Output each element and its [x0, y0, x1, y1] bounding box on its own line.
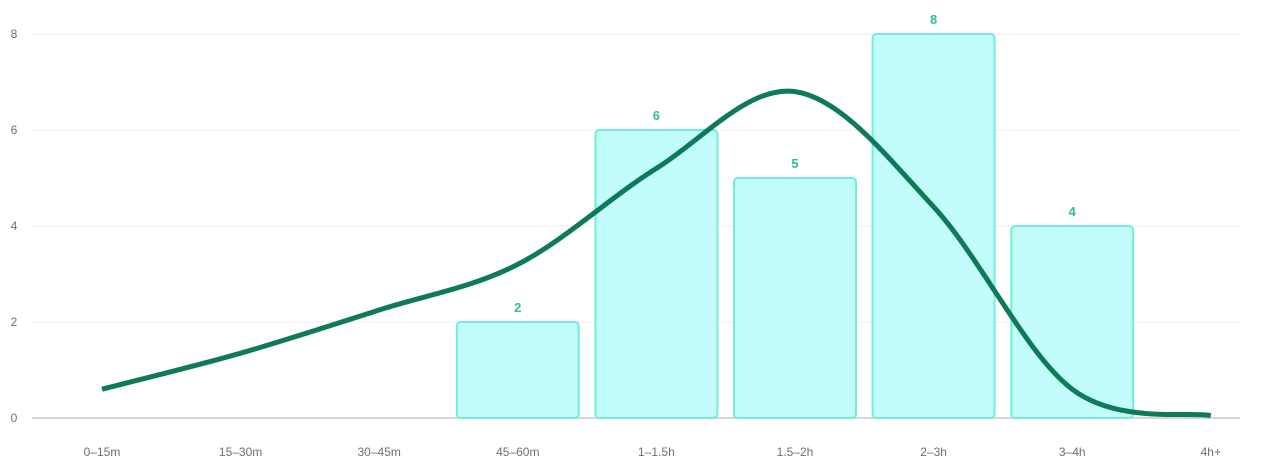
bar-data-label: 6 [653, 108, 660, 123]
bar-data-label: 5 [791, 156, 798, 171]
y-tick-label: 8 [11, 27, 18, 41]
x-tick-label: 4h+ [1201, 445, 1221, 459]
x-tick-label: 3–4h [1059, 445, 1086, 459]
trend-line [101, 88, 1212, 419]
bar [594, 129, 719, 419]
x-tick-label: 30–45m [358, 445, 401, 459]
bars [455, 33, 1135, 419]
trend-line-group [101, 88, 1212, 419]
x-axis-ticks: 0–15m 15–30m 30–45m 45–60m 1–1.5h 1.5–2h 2–3h 3… [84, 445, 1221, 459]
y-tick-label: 2 [11, 315, 18, 329]
x-tick-label: 0–15m [84, 445, 121, 459]
y-tick-label: 0 [11, 411, 18, 425]
x-tick-label: 2–3h [920, 445, 947, 459]
bar-data-label: 2 [514, 300, 521, 315]
y-tick-label: 4 [11, 219, 18, 233]
bar [455, 321, 580, 419]
data-labels: 2 6 5 8 4 [514, 12, 1076, 315]
bar-data-label: 4 [1069, 204, 1077, 219]
x-tick-label: 45–60m [496, 445, 539, 459]
y-axis-ticks: 0 2 4 6 8 [11, 27, 18, 425]
x-tick-label: 1–1.5h [638, 445, 675, 459]
bar [1010, 225, 1135, 419]
x-tick-label: 15–30m [219, 445, 262, 459]
bar [733, 177, 857, 419]
bar [871, 33, 996, 419]
bar-data-label: 8 [930, 12, 937, 27]
x-tick-label: 1.5–2h [777, 445, 814, 459]
y-tick-label: 6 [11, 123, 18, 137]
